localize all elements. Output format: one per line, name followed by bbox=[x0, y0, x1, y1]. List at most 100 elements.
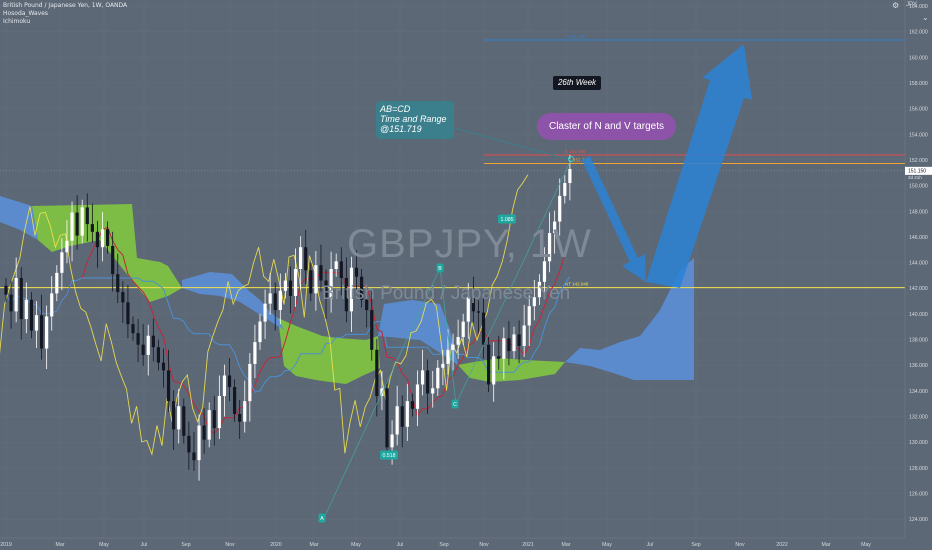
candle-body bbox=[34, 315, 39, 331]
abcd-line1: AB=CD bbox=[380, 104, 411, 114]
candle-body bbox=[80, 207, 84, 236]
price-tick-label: 154.000 bbox=[909, 132, 928, 138]
candle-body bbox=[456, 336, 460, 345]
indicator-hosoda[interactable]: Hosoda_Waves bbox=[3, 10, 49, 17]
candle-body bbox=[24, 299, 28, 320]
candle-body bbox=[415, 384, 420, 409]
time-tick-label: Jul bbox=[647, 542, 654, 548]
price-axis-bg bbox=[905, 0, 932, 550]
candle-body bbox=[172, 401, 176, 430]
candle-body bbox=[461, 321, 465, 337]
candle-body bbox=[75, 212, 79, 236]
candle-body bbox=[431, 388, 435, 394]
abcd-line3: @151.719 bbox=[380, 124, 422, 134]
point-a-label: A bbox=[320, 516, 324, 522]
candle-body bbox=[476, 311, 481, 313]
time-axis-bg bbox=[0, 538, 932, 550]
candle-body bbox=[481, 312, 486, 345]
overlay-drawings bbox=[323, 44, 752, 519]
price-tick-label: 138.000 bbox=[909, 338, 928, 344]
candle-body bbox=[400, 406, 404, 427]
time-tick-label: May bbox=[861, 542, 871, 548]
candle-body bbox=[258, 321, 262, 343]
candle-body bbox=[126, 302, 130, 325]
nt-level-label: NT 142.046 bbox=[565, 282, 589, 287]
candle-body bbox=[136, 333, 140, 345]
price-tick-label: 142.000 bbox=[909, 286, 928, 292]
candle-body bbox=[187, 435, 191, 453]
currency-label: JPY bbox=[906, 2, 918, 8]
candle-body bbox=[60, 252, 64, 273]
cloud-bear-segment bbox=[565, 258, 694, 380]
candle-body bbox=[487, 344, 491, 385]
time-tick-label: Nov bbox=[479, 542, 489, 548]
price-tick-label: 162.000 bbox=[909, 30, 928, 36]
candle-body bbox=[288, 280, 293, 296]
candle-body bbox=[45, 316, 49, 349]
settings-icon[interactable]: ⚙ bbox=[892, 1, 900, 10]
candle-body bbox=[55, 272, 59, 294]
candle-body bbox=[100, 229, 105, 248]
chevron-down-icon[interactable]: ⌄ bbox=[922, 13, 929, 22]
time-tick-label: Sep bbox=[439, 542, 448, 548]
current-price-label: 151.150 bbox=[908, 168, 926, 174]
time-tick-label: Nov bbox=[225, 542, 235, 548]
price-tick-label: 136.000 bbox=[909, 363, 928, 369]
candle-body bbox=[14, 277, 18, 312]
candle-body bbox=[360, 276, 364, 300]
candle-body bbox=[131, 324, 135, 334]
symbol-title: British Pound / Japanese Yen, 1W, OANDA bbox=[3, 2, 128, 9]
candle-body bbox=[512, 334, 516, 352]
current-price-badge bbox=[905, 166, 932, 175]
candle-body bbox=[233, 387, 237, 414]
price-tick-label: 134.000 bbox=[909, 389, 928, 395]
candle-body bbox=[395, 406, 399, 435]
claster-callout[interactable]: Claster of N and V targets bbox=[537, 113, 676, 140]
candle-body bbox=[365, 299, 369, 311]
candle-body bbox=[497, 356, 501, 359]
top-target-label: V 161.350 bbox=[565, 34, 586, 39]
time-tick-label: Jul bbox=[397, 542, 404, 548]
candle-body bbox=[227, 375, 232, 388]
candle-body bbox=[90, 224, 94, 232]
time-tick-label: Sep bbox=[181, 542, 190, 548]
candle-body bbox=[182, 406, 186, 436]
abcd-line2: Time and Range bbox=[380, 114, 447, 124]
candle-body bbox=[116, 274, 120, 293]
candle-body bbox=[238, 413, 242, 422]
candle-body bbox=[537, 281, 541, 298]
price-tick-label: 144.000 bbox=[909, 261, 928, 267]
price-tick-label: 140.000 bbox=[909, 312, 928, 318]
candle-body bbox=[207, 410, 211, 440]
candle-body bbox=[151, 335, 155, 348]
candle-body bbox=[50, 293, 54, 317]
price-tick-label: 128.000 bbox=[909, 466, 928, 472]
time-tick-label: Mar bbox=[822, 542, 831, 548]
candle-body bbox=[319, 265, 323, 281]
candle-body bbox=[166, 370, 171, 402]
candle-body bbox=[542, 261, 547, 282]
candle-body bbox=[390, 434, 394, 448]
candle-body bbox=[283, 280, 287, 291]
candle-body bbox=[339, 261, 343, 278]
indicator-ichimoku[interactable]: Ichimoku bbox=[3, 18, 31, 25]
candle-body bbox=[553, 221, 557, 234]
candle-body bbox=[39, 315, 44, 349]
countdown-label: 3d 21h bbox=[908, 175, 922, 180]
candle-body bbox=[547, 233, 552, 262]
price-tick-label: 160.000 bbox=[909, 55, 928, 61]
candle-body bbox=[375, 349, 379, 397]
red-level-label: E 152.386 bbox=[565, 149, 586, 154]
price-tick-label: 164.000 bbox=[909, 4, 928, 10]
orange-level-label: 151.719 bbox=[573, 158, 590, 163]
candle-body bbox=[202, 425, 206, 440]
week-label[interactable]: 26th Week bbox=[553, 76, 601, 90]
candle-body bbox=[19, 277, 23, 320]
candle-body bbox=[192, 452, 196, 461]
ratio-0518-label: 0.518 bbox=[383, 453, 396, 459]
candle-body bbox=[70, 212, 74, 241]
abcd-callout[interactable]: AB=CD Time and Range @151.719 bbox=[376, 101, 454, 139]
candle-body bbox=[334, 261, 338, 269]
candle-body bbox=[492, 356, 496, 385]
